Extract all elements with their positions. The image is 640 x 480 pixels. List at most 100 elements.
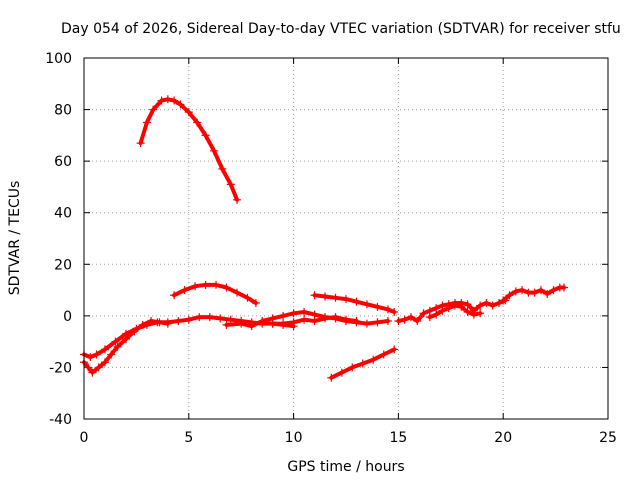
series-arc-6 bbox=[258, 313, 361, 328]
data-point bbox=[432, 310, 441, 319]
series-arc-4 bbox=[80, 317, 172, 377]
data-point bbox=[155, 318, 164, 327]
data-point bbox=[163, 95, 172, 104]
series-arc-7 bbox=[310, 291, 399, 316]
data-point bbox=[233, 195, 242, 204]
data-point bbox=[201, 131, 210, 140]
y-tick-label: 80 bbox=[54, 103, 72, 119]
y-tick-label: 20 bbox=[54, 257, 72, 273]
data-point bbox=[113, 342, 122, 351]
data-point bbox=[352, 317, 361, 326]
data-point bbox=[488, 301, 497, 310]
data-point bbox=[94, 363, 103, 372]
data-point bbox=[321, 314, 330, 323]
data-point bbox=[413, 317, 422, 326]
data-point bbox=[251, 298, 260, 307]
data-point bbox=[279, 311, 288, 320]
x-tick-label: 15 bbox=[389, 430, 407, 446]
data-point bbox=[438, 306, 447, 315]
data-point bbox=[400, 315, 409, 324]
data-point bbox=[147, 317, 156, 326]
y-tick-label: 60 bbox=[54, 154, 72, 170]
data-point bbox=[511, 287, 520, 296]
data-point bbox=[92, 350, 101, 359]
data-point bbox=[149, 105, 158, 114]
data-point bbox=[450, 301, 459, 310]
data-point bbox=[100, 358, 109, 367]
chart-title: Day 054 of 2026, Sidereal Day-to-day VTE… bbox=[61, 21, 621, 37]
data-point bbox=[337, 368, 346, 377]
data-point bbox=[310, 317, 319, 326]
x-tick-label: 10 bbox=[285, 430, 303, 446]
series-arc-10 bbox=[425, 301, 485, 322]
data-point bbox=[444, 304, 453, 313]
data-point bbox=[373, 302, 382, 311]
data-point bbox=[342, 315, 350, 324]
series-trace bbox=[501, 285, 566, 303]
y-tick-label: -40 bbox=[49, 412, 72, 428]
series-arc-1 bbox=[136, 95, 242, 204]
data-point bbox=[222, 320, 231, 329]
data-point bbox=[176, 100, 185, 109]
data-point bbox=[342, 295, 350, 304]
data-point bbox=[543, 289, 552, 298]
data-point bbox=[121, 335, 130, 344]
data-point bbox=[100, 345, 109, 354]
data-point bbox=[233, 288, 242, 297]
series-trace bbox=[138, 97, 239, 202]
data-point bbox=[170, 291, 179, 300]
x-tick-label: 20 bbox=[494, 430, 512, 446]
data-point bbox=[463, 307, 472, 316]
data-point bbox=[142, 118, 151, 127]
data-point bbox=[476, 301, 485, 310]
data-point bbox=[174, 317, 183, 326]
data-point bbox=[180, 286, 189, 295]
y-axis-label: SDTVAR / TECUs bbox=[7, 181, 23, 296]
plot-frame bbox=[83, 57, 609, 420]
series-arc-11 bbox=[499, 283, 568, 305]
data-point bbox=[419, 309, 428, 318]
data-point bbox=[268, 319, 277, 328]
series-trace bbox=[260, 315, 359, 326]
data-point bbox=[88, 368, 97, 377]
data-point bbox=[300, 315, 309, 324]
data-point bbox=[352, 297, 361, 306]
data-point bbox=[530, 288, 539, 297]
y-tick-label: 40 bbox=[54, 206, 72, 222]
data-point bbox=[358, 359, 367, 368]
data-point bbox=[331, 313, 340, 322]
data-series bbox=[80, 95, 568, 382]
data-point bbox=[369, 355, 378, 364]
data-point bbox=[499, 296, 508, 305]
y-tick-label: -20 bbox=[49, 360, 72, 376]
data-point bbox=[205, 313, 214, 322]
data-point bbox=[247, 322, 256, 331]
data-point bbox=[258, 318, 267, 327]
data-point bbox=[289, 309, 298, 318]
data-point bbox=[300, 307, 309, 316]
data-point bbox=[138, 320, 147, 329]
data-point bbox=[136, 139, 145, 148]
data-point bbox=[331, 293, 340, 302]
x-tick-label: 5 bbox=[184, 430, 193, 446]
data-point bbox=[425, 313, 434, 322]
data-point bbox=[549, 286, 558, 295]
data-point bbox=[130, 327, 139, 336]
data-point bbox=[394, 317, 403, 326]
data-point bbox=[226, 180, 235, 189]
y-tick-label: 0 bbox=[63, 309, 72, 325]
x-axis-label: GPS time / hours bbox=[287, 459, 404, 475]
data-point bbox=[279, 319, 288, 328]
data-point bbox=[373, 318, 382, 327]
data-point bbox=[383, 305, 392, 314]
data-point bbox=[505, 291, 514, 300]
series-trace bbox=[172, 282, 258, 305]
data-point bbox=[212, 280, 221, 289]
data-point bbox=[184, 108, 193, 117]
data-point bbox=[195, 313, 204, 322]
data-point bbox=[237, 319, 246, 328]
data-point bbox=[170, 96, 179, 105]
series-arc-8 bbox=[327, 345, 399, 382]
series-arc-9 bbox=[394, 296, 510, 326]
